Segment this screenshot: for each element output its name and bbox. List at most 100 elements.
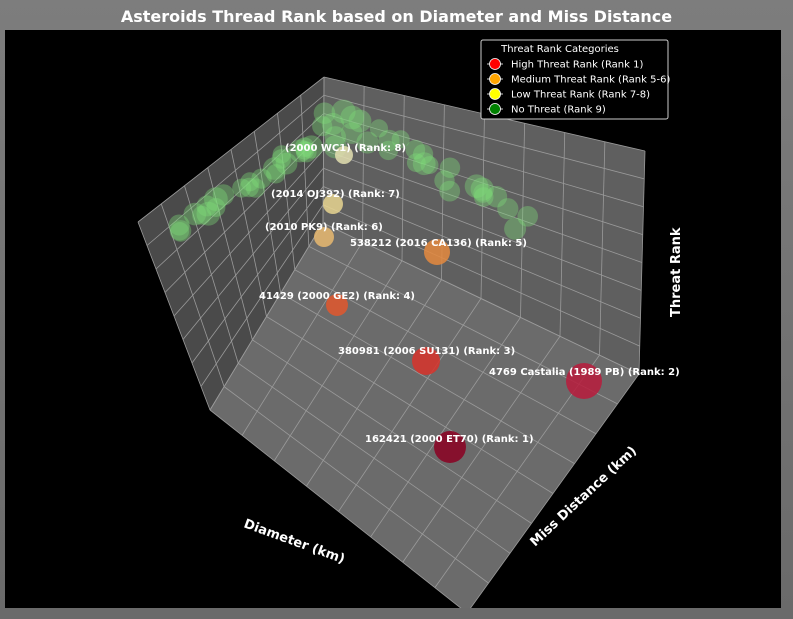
grid-line bbox=[300, 95, 310, 247]
no-threat-point bbox=[212, 184, 235, 206]
grid-line bbox=[182, 167, 324, 340]
asteroid-point bbox=[434, 431, 466, 463]
no-threat-point bbox=[406, 153, 426, 173]
no-threat-point bbox=[170, 222, 190, 241]
grid-line bbox=[323, 149, 643, 263]
grid-line bbox=[520, 123, 526, 318]
legend-marker bbox=[489, 73, 501, 85]
no-threat-point bbox=[369, 119, 388, 138]
pane-left bbox=[138, 77, 324, 410]
legend-label: High Threat Rank (Rank 1) bbox=[511, 60, 643, 71]
no-threat-point bbox=[378, 140, 399, 161]
grid-line bbox=[322, 222, 640, 375]
no-threat-point bbox=[439, 157, 461, 178]
grid-line bbox=[253, 131, 282, 294]
grid-line bbox=[323, 167, 642, 291]
no-threat-point bbox=[413, 144, 434, 165]
legend-marker bbox=[489, 88, 501, 100]
no-threat-point bbox=[420, 156, 439, 175]
asteroid-point bbox=[424, 239, 450, 265]
point-label: 162421 (2000 ET70) (Rank: 1) bbox=[365, 434, 534, 445]
no-threat-point bbox=[485, 185, 508, 208]
point-label: (2000 WC1) (Rank: 8) bbox=[285, 143, 406, 154]
grid-line bbox=[173, 149, 324, 317]
no-threat-point bbox=[263, 157, 286, 180]
no-threat-point bbox=[321, 112, 344, 136]
point-label: 538212 (2016 CA136) (Rank: 5) bbox=[350, 238, 527, 249]
no-threat-point bbox=[196, 201, 221, 226]
no-threat-point bbox=[206, 198, 226, 217]
no-threat-point bbox=[299, 135, 323, 159]
no-threat-point bbox=[340, 105, 365, 130]
no-threat-point bbox=[192, 205, 212, 225]
point-label: 41429 (2000 GE2) (Rank: 4) bbox=[259, 291, 415, 302]
no-threat-point bbox=[517, 206, 538, 227]
legend-label: Medium Threat Rank (Rank 5-6) bbox=[511, 75, 670, 86]
no-threat-point bbox=[331, 99, 356, 124]
no-threat-point bbox=[324, 126, 346, 148]
no-threat-point bbox=[271, 149, 291, 169]
grid-line bbox=[638, 150, 646, 375]
no-threat-point bbox=[240, 172, 260, 192]
plot-area: 162421 (2000 ET70) (Rank: 1) 4769 Castali… bbox=[5, 30, 781, 608]
no-threat-point bbox=[295, 140, 315, 160]
legend-marker bbox=[489, 58, 501, 70]
asteroid-point bbox=[323, 194, 343, 214]
scatter3d-chart: 162421 (2000 ET70) (Rank: 1) 4769 Castali… bbox=[137, 39, 684, 608]
grid-line bbox=[402, 336, 561, 563]
legend-label: Low Threat Rank (Rank 7-8) bbox=[511, 90, 650, 101]
z-axis-label: Threat Rank bbox=[669, 227, 684, 317]
no-threat-point bbox=[348, 109, 372, 133]
grid-line bbox=[200, 204, 324, 387]
no-threat-point bbox=[251, 168, 272, 189]
no-threat-point bbox=[272, 145, 291, 164]
no-threat-point bbox=[391, 130, 410, 149]
no-threat-point bbox=[464, 174, 489, 198]
grid-line bbox=[322, 204, 640, 347]
no-threat-point bbox=[168, 214, 190, 236]
no-threat-point bbox=[405, 139, 426, 160]
no-threat-point bbox=[378, 129, 400, 151]
point-label: (2014 OJ392) (Rank: 7) bbox=[271, 189, 400, 200]
grid-line bbox=[191, 186, 324, 364]
grid-line bbox=[308, 246, 618, 405]
legend-label: No Threat (Rank 9) bbox=[511, 105, 606, 116]
no-threat-point bbox=[412, 152, 436, 176]
no-threat-point bbox=[341, 122, 363, 144]
legend: Threat Rank Categories High Threat Rank … bbox=[480, 39, 670, 120]
grid-line bbox=[209, 222, 324, 411]
no-threat-point bbox=[196, 195, 218, 217]
no-threat-point bbox=[288, 139, 312, 163]
pane-floor bbox=[210, 223, 639, 608]
no-threat-point bbox=[296, 141, 317, 163]
point-label: (2010 PK9) (Rank: 6) bbox=[265, 222, 383, 233]
data-points bbox=[168, 99, 602, 463]
grid-line bbox=[599, 141, 606, 356]
no-threat-point bbox=[470, 177, 494, 201]
grid-line bbox=[277, 113, 296, 270]
grid-line bbox=[323, 186, 641, 319]
no-threat-point bbox=[183, 202, 207, 226]
no-threat-point bbox=[312, 116, 333, 137]
grid-line bbox=[280, 292, 575, 464]
no-threat-point bbox=[204, 187, 228, 212]
no-threat-point bbox=[169, 220, 192, 242]
grid-line bbox=[470, 373, 640, 608]
no-threat-point bbox=[239, 177, 259, 198]
grid-lines bbox=[137, 76, 646, 608]
no-threat-point bbox=[473, 187, 494, 207]
no-threat-point bbox=[504, 217, 527, 240]
no-threat-point bbox=[266, 164, 286, 184]
point-label: 4769 Castalia (1989 PB) (Rank: 2) bbox=[489, 367, 680, 378]
no-threat-point bbox=[294, 137, 315, 157]
no-threat-point bbox=[245, 178, 266, 198]
no-threat-point bbox=[473, 183, 493, 203]
no-threat-point bbox=[232, 178, 252, 198]
asteroid-point bbox=[326, 294, 348, 316]
no-threat-point bbox=[497, 198, 519, 220]
legend-entries: High Threat Rank (Rank 1) Medium Threat R… bbox=[487, 58, 670, 116]
no-threat-point bbox=[313, 102, 336, 124]
no-threat-point bbox=[356, 131, 379, 154]
x-axis-label: Diameter (km) bbox=[242, 517, 347, 567]
point-labels: 162421 (2000 ET70) (Rank: 1) 4769 Castali… bbox=[259, 143, 680, 445]
